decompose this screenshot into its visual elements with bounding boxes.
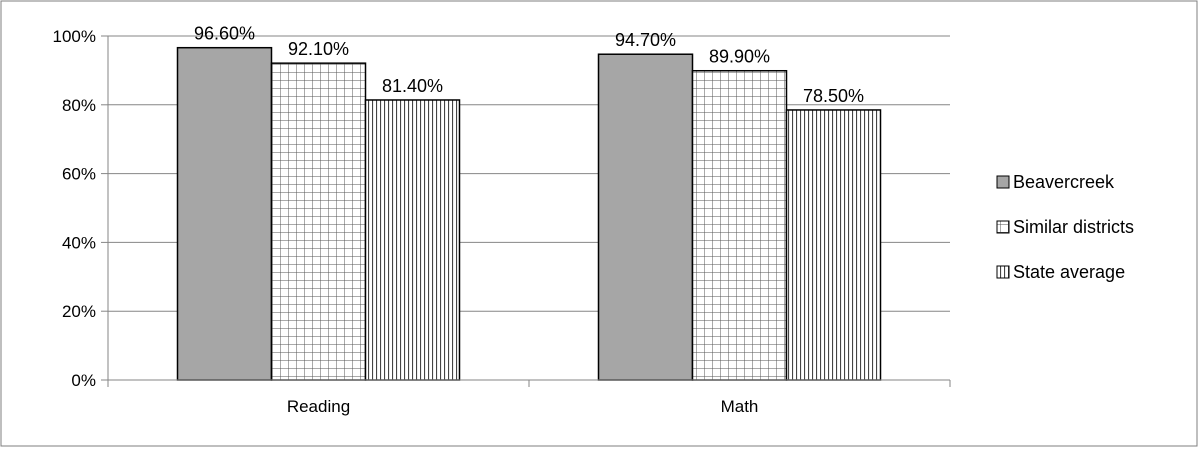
- data-label: 78.50%: [803, 86, 864, 106]
- bar-similar-districts-math: [691, 69, 788, 381]
- bar-beavercreek-reading: [176, 46, 273, 381]
- legend-label: Similar districts: [1013, 217, 1134, 237]
- bar-state-average-reading: [364, 99, 461, 381]
- category-label-math: Math: [721, 397, 759, 416]
- data-label: 81.40%: [382, 76, 443, 96]
- bar-similar-districts-reading: [270, 62, 367, 381]
- data-label: 94.70%: [615, 30, 676, 50]
- y-tick-label: 40%: [62, 233, 96, 252]
- legend-swatch-beavercreek: [996, 175, 1010, 189]
- legend-label: State average: [1013, 262, 1125, 282]
- legend-label: Beavercreek: [1013, 172, 1115, 192]
- data-label: 89.90%: [709, 47, 770, 67]
- data-label: 96.60%: [194, 24, 255, 44]
- y-tick-label: 100%: [53, 27, 96, 46]
- y-tick-label: 20%: [62, 302, 96, 321]
- category-label-reading: Reading: [287, 397, 350, 416]
- legend-swatch-state-average: [996, 265, 1010, 279]
- legend-swatch-similar-districts: [996, 220, 1010, 234]
- y-tick-label: 60%: [62, 165, 96, 184]
- data-label: 92.10%: [288, 39, 349, 59]
- y-tick-label: 0%: [71, 371, 96, 390]
- bar-state-average-math: [785, 109, 882, 381]
- y-tick-label: 80%: [62, 96, 96, 115]
- bar-beavercreek-math: [597, 53, 694, 381]
